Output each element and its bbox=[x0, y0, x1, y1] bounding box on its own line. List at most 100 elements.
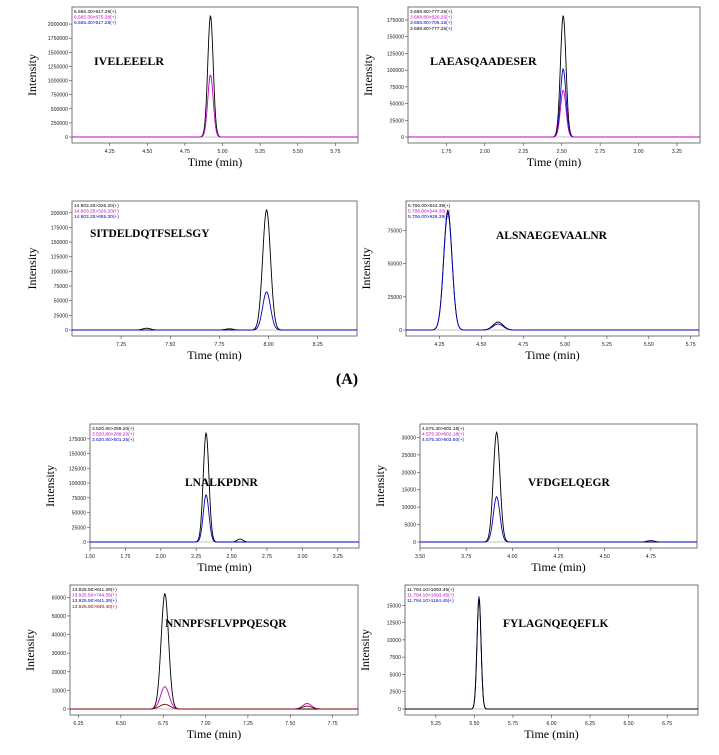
x-tick-label: 6.25 bbox=[73, 721, 83, 727]
y-tick-label: 5000 bbox=[389, 672, 401, 678]
legend-entry: 11.794.10>1093.45(+) bbox=[407, 587, 455, 593]
x-tick-label: 2.25 bbox=[518, 149, 528, 155]
x-tick-label: 5.25 bbox=[255, 149, 265, 155]
y-axis-title: Intensity bbox=[373, 465, 387, 507]
y-tick-label: 60000 bbox=[52, 595, 67, 601]
x-tick-label: 1.75 bbox=[441, 149, 451, 155]
x-tick-label: 4.25 bbox=[105, 149, 115, 155]
x-axis-title: Time (min) bbox=[524, 727, 579, 741]
chart-panel-5: 0 25000 50000 75000 100000 125000 150000 175000… bbox=[43, 423, 360, 574]
peptide-label: FYLAGNQEQEFLK bbox=[503, 618, 608, 630]
x-tick-label: 1.50 bbox=[85, 554, 95, 560]
y-tick-label: 175000 bbox=[51, 225, 68, 231]
y-tick-label: 1000000 bbox=[48, 79, 68, 85]
x-tick-label: 4.25 bbox=[434, 342, 444, 348]
x-tick-label: 7.00 bbox=[200, 721, 210, 727]
y-tick-label: 125000 bbox=[387, 51, 404, 57]
x-tick-label: 1.75 bbox=[120, 554, 130, 560]
x-tick-label: 6.50 bbox=[624, 721, 634, 727]
plot-frame bbox=[419, 423, 698, 549]
y-tick-label: 125000 bbox=[69, 466, 86, 472]
legend-entry: 6.565.30>917.28(+) bbox=[74, 9, 117, 15]
y-tick-label: 50000 bbox=[390, 102, 405, 108]
x-tick-label: 5.00 bbox=[217, 149, 227, 155]
legend-entry: 11.794.10>1164.45(+) bbox=[407, 598, 454, 604]
y-tick-label: 25000 bbox=[54, 313, 69, 319]
plot-frame bbox=[407, 6, 701, 144]
x-tick-label: 4.50 bbox=[476, 342, 486, 348]
chart-panel-4: 0 25000 50000 75000 4.25 4.50 4.75 5.00 5.25 5.50… bbox=[359, 200, 700, 362]
legend-entry: 3.520.80>289.20(+) bbox=[92, 432, 135, 438]
y-tick-label: 25000 bbox=[390, 118, 405, 124]
y-tick-label: 12500 bbox=[387, 621, 402, 627]
legend-entry: 4.575.30>602.18(+) bbox=[422, 432, 465, 438]
legend-entry: 14.903.25>326.20(+) bbox=[74, 203, 119, 209]
x-tick-label: 5.50 bbox=[469, 721, 479, 727]
x-axis-title: Time (min) bbox=[187, 348, 242, 362]
y-tick-label: 100000 bbox=[69, 481, 86, 487]
y-tick-label: 50000 bbox=[54, 299, 69, 305]
peptide-label: VFDGELQEGR bbox=[528, 477, 610, 489]
legend-entry: 3.688.80>520.25(+) bbox=[410, 15, 453, 21]
x-tick-label: 4.50 bbox=[142, 149, 152, 155]
x-axis-title: Time (min) bbox=[188, 155, 243, 169]
x-tick-label: 5.50 bbox=[293, 149, 303, 155]
y-tick-label: 75000 bbox=[388, 229, 403, 235]
y-tick-label: 50000 bbox=[72, 511, 87, 517]
x-tick-label: 5.50 bbox=[644, 342, 654, 348]
legend-entry: 5.706.00>544.39(+) bbox=[408, 203, 451, 209]
legend-entry: 13.925.50>841.39(+) bbox=[72, 587, 117, 593]
x-tick-label: 5.25 bbox=[602, 342, 612, 348]
y-tick-label: 0 bbox=[399, 328, 402, 334]
y-tick-label: 150000 bbox=[69, 452, 86, 458]
y-tick-label: 1750000 bbox=[48, 36, 68, 42]
legend-entry: 5.706.00>544.30(+) bbox=[408, 209, 451, 215]
x-tick-label: 3.00 bbox=[297, 554, 307, 560]
peptide-label: NNNPFSFLVPPQESQR bbox=[165, 618, 287, 630]
x-tick-label: 2.50 bbox=[227, 554, 237, 560]
x-tick-label: 6.75 bbox=[158, 721, 168, 727]
x-axis-title: Time (min) bbox=[197, 560, 252, 574]
chart-panel-7: 0 10000 20000 30000 40000 50000 60000 6.25 6.50 6… bbox=[23, 584, 359, 741]
chart-panel-3: 0 25000 50000 75000 100000 125000 150000 175000… bbox=[25, 200, 358, 362]
x-tick-label: 4.00 bbox=[507, 554, 517, 560]
y-tick-label: 175000 bbox=[387, 18, 404, 24]
plot-frame bbox=[69, 584, 359, 716]
plot-frame bbox=[89, 423, 360, 549]
x-tick-label: 3.00 bbox=[633, 149, 643, 155]
x-tick-label: 7.50 bbox=[285, 721, 295, 727]
x-tick-label: 2.50 bbox=[557, 149, 567, 155]
y-tick-label: 150000 bbox=[51, 240, 68, 246]
section-label-a: (A) bbox=[336, 371, 358, 388]
legend-entry: 6.565.30>917.28(+) bbox=[74, 20, 117, 26]
y-tick-label: 15000 bbox=[387, 603, 402, 609]
y-tick-label: 1500000 bbox=[48, 50, 68, 56]
x-tick-label: 6.25 bbox=[585, 721, 595, 727]
y-tick-label: 20000 bbox=[402, 470, 417, 476]
x-tick-label: 6.75 bbox=[662, 721, 672, 727]
peptide-label: SITDELDQTFSELSGY bbox=[90, 228, 210, 240]
y-tick-label: 75000 bbox=[390, 85, 405, 91]
y-axis-title: Intensity bbox=[361, 54, 375, 96]
y-tick-label: 40000 bbox=[52, 633, 67, 639]
x-tick-label: 2.00 bbox=[156, 554, 166, 560]
peptide-label: IVELEEELR bbox=[94, 54, 164, 68]
legend-entry: 3.688.80>777.25(+) bbox=[410, 9, 453, 15]
x-axis-title: Time (min) bbox=[525, 348, 580, 362]
legend-entry: 13.925.50>841.39(+) bbox=[72, 598, 117, 604]
plot-frame bbox=[405, 200, 700, 337]
y-tick-label: 15000 bbox=[402, 488, 417, 494]
x-tick-label: 4.50 bbox=[600, 554, 610, 560]
y-tick-label: 0 bbox=[83, 540, 86, 546]
chart-panel-6: 0 5000 10000 15000 20000 25000 30000 3.50 3.75 4.… bbox=[373, 423, 698, 574]
y-tick-label: 25000 bbox=[402, 453, 417, 459]
y-tick-label: 250000 bbox=[51, 121, 68, 127]
x-tick-label: 7.25 bbox=[116, 342, 126, 348]
legend-entry: 3.688.80>777.25(+) bbox=[410, 26, 453, 32]
y-axis-title: Intensity bbox=[359, 248, 373, 290]
x-tick-label: 2.75 bbox=[595, 149, 605, 155]
x-tick-label: 5.75 bbox=[686, 342, 696, 348]
y-tick-label: 500000 bbox=[51, 107, 68, 113]
y-tick-label: 150000 bbox=[387, 35, 404, 41]
y-tick-label: 0 bbox=[401, 135, 404, 141]
